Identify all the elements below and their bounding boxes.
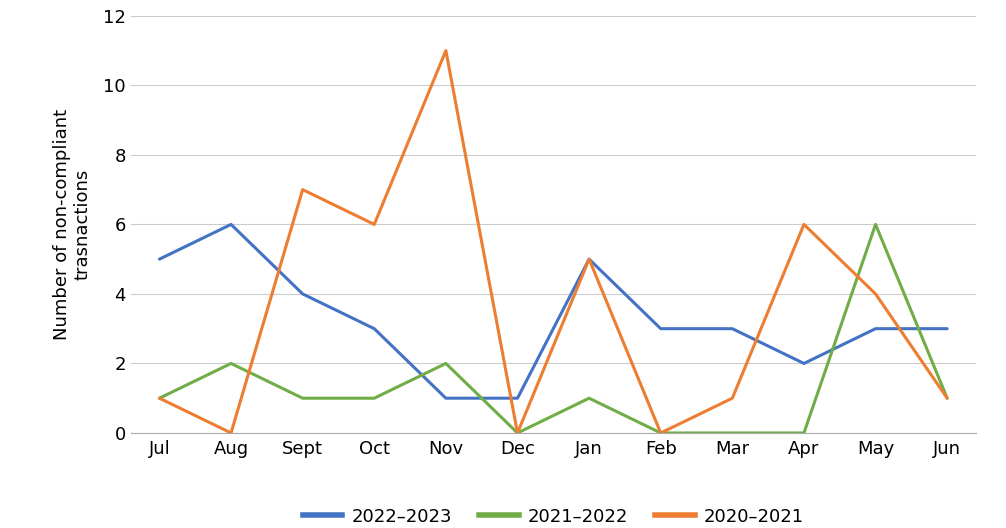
2020–2021 [942, 395, 954, 401]
2021–2022 [583, 395, 596, 401]
2022–2023 [798, 360, 810, 366]
2022–2023 [225, 221, 237, 228]
Line: 2021–2022: 2021–2022 [159, 224, 948, 433]
2021–2022 [153, 395, 165, 401]
2020–2021 [583, 256, 596, 262]
2020–2021 [511, 430, 523, 436]
2022–2023 [440, 395, 452, 401]
2021–2022 [942, 395, 954, 401]
2021–2022 [440, 360, 452, 366]
2020–2021 [726, 395, 738, 401]
2022–2023 [726, 325, 738, 332]
2022–2023 [655, 325, 667, 332]
Line: 2022–2023: 2022–2023 [159, 224, 948, 398]
Y-axis label: Number of non-compliant
trasnactions: Number of non-compliant trasnactions [53, 109, 92, 340]
2020–2021 [798, 221, 810, 228]
2022–2023 [942, 325, 954, 332]
2022–2023 [153, 256, 165, 262]
2021–2022 [798, 430, 810, 436]
2021–2022 [297, 395, 309, 401]
2021–2022 [368, 395, 380, 401]
2021–2022 [655, 430, 667, 436]
2020–2021 [153, 395, 165, 401]
2022–2023 [297, 291, 309, 297]
2022–2023 [869, 325, 881, 332]
2021–2022 [869, 221, 881, 228]
2020–2021 [225, 430, 237, 436]
2020–2021 [655, 430, 667, 436]
2020–2021 [440, 48, 452, 54]
2022–2023 [511, 395, 523, 401]
2020–2021 [297, 186, 309, 193]
2022–2023 [583, 256, 596, 262]
2021–2022 [225, 360, 237, 366]
Legend: 2022–2023, 2021–2022, 2020–2021: 2022–2023, 2021–2022, 2020–2021 [296, 501, 811, 528]
2020–2021 [869, 291, 881, 297]
2022–2023 [368, 325, 380, 332]
2021–2022 [726, 430, 738, 436]
2020–2021 [368, 221, 380, 228]
2021–2022 [511, 430, 523, 436]
Line: 2020–2021: 2020–2021 [159, 51, 948, 433]
